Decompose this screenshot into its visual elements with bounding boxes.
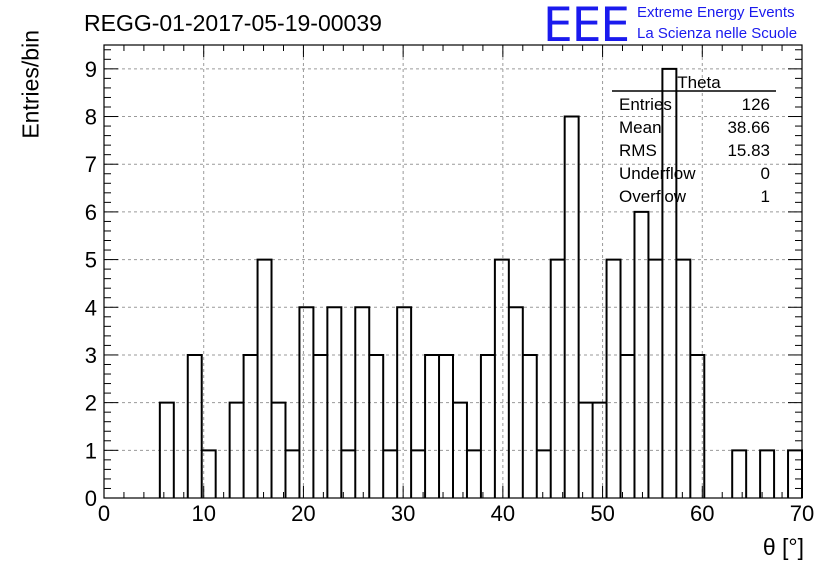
stats-value: 38.66	[727, 118, 770, 137]
x-tick-label: 40	[491, 501, 515, 526]
eee-logo: EEE	[543, 0, 630, 53]
histogram-bin	[244, 355, 258, 498]
y-tick-label: 6	[85, 200, 97, 225]
x-tick-label: 20	[291, 501, 315, 526]
x-tick-label: 10	[191, 501, 215, 526]
histogram-bin	[662, 69, 676, 498]
plot-frame	[103, 44, 803, 499]
y-tick-label: 9	[85, 57, 97, 82]
histogram-bin	[439, 355, 453, 498]
histogram-bin	[411, 450, 425, 498]
stats-label: Overflow	[619, 187, 687, 206]
histogram-bin	[299, 307, 313, 498]
x-tick-label: 0	[98, 501, 110, 526]
x-tick-label: 50	[590, 501, 614, 526]
histogram-bin	[760, 450, 774, 498]
stats-value: 15.83	[727, 141, 770, 160]
histogram-bin	[495, 260, 509, 498]
histogram-bin	[383, 450, 397, 498]
y-tick-label: 1	[85, 438, 97, 463]
histogram-outline	[158, 67, 803, 498]
stats-value: 1	[761, 187, 770, 206]
x-tick-label: 70	[790, 501, 814, 526]
histogram-bin	[537, 450, 551, 498]
stats-label: Mean	[619, 118, 662, 137]
x-tick-label: 30	[391, 501, 415, 526]
histogram-bin	[481, 355, 495, 498]
histogram-bin	[313, 355, 327, 498]
stats-label: Underflow	[619, 164, 696, 183]
histogram-bin	[648, 260, 662, 498]
histogram-bin	[607, 260, 621, 498]
y-tick-label: 4	[85, 295, 97, 320]
histogram-bin	[258, 260, 272, 498]
stats-value: 126	[742, 95, 770, 114]
x-axis-label: θ [°]	[762, 534, 804, 560]
histogram-bin	[732, 450, 746, 498]
histogram-bin	[341, 450, 355, 498]
stats-label: Entries	[619, 95, 672, 114]
histogram-bin	[285, 450, 299, 498]
histogram-bin	[425, 355, 439, 498]
histogram-bin	[621, 355, 635, 498]
histogram-bin	[188, 355, 202, 498]
y-tick-label: 7	[85, 152, 97, 177]
chart-title: REGG-01-2017-05-19-00039	[84, 10, 382, 36]
brand-line-2: La Scienza nelle Scuole	[637, 25, 798, 42]
y-tick-label: 2	[85, 391, 97, 416]
brand-line-1: Extreme Energy Events	[637, 4, 795, 21]
y-tick-label: 0	[85, 486, 97, 511]
stats-label: RMS	[619, 141, 657, 160]
histogram-bin	[467, 450, 481, 498]
histogram-bin	[788, 450, 802, 498]
stats-value: 0	[761, 164, 770, 183]
x-tick-label: 60	[690, 501, 714, 526]
stats-title: Theta	[677, 73, 721, 92]
histogram-bin	[676, 260, 690, 498]
histogram-bin	[523, 355, 537, 498]
histogram-bin	[551, 260, 565, 498]
y-tick-label: 3	[85, 343, 97, 368]
y-tick-label: 5	[85, 248, 97, 273]
histogram-bin	[369, 355, 383, 498]
y-tick-label: 8	[85, 105, 97, 130]
